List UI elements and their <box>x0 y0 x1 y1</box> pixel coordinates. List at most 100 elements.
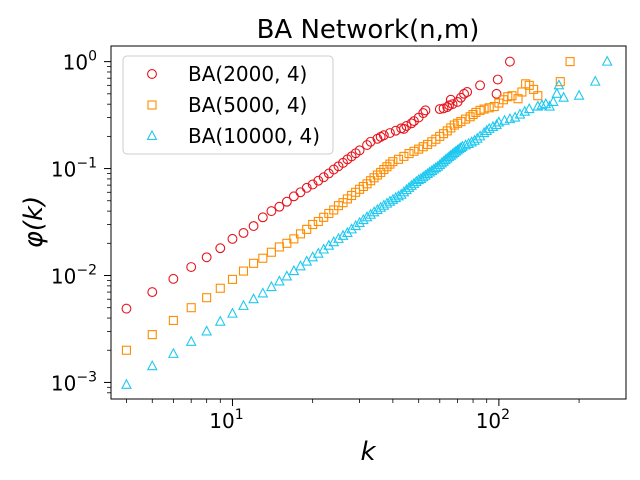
data-point <box>288 191 299 202</box>
data-point <box>266 206 277 217</box>
data-point <box>333 232 344 243</box>
data-point <box>121 303 132 314</box>
data-point <box>565 57 575 67</box>
data-point <box>523 102 535 114</box>
data-point <box>491 118 502 130</box>
legend-item: BA(10000, 4) <box>146 124 320 148</box>
data-point <box>536 99 548 110</box>
data-point <box>215 283 225 293</box>
data-point <box>547 95 559 106</box>
data-point <box>378 130 389 141</box>
data-point <box>201 252 212 263</box>
data-point <box>483 122 495 133</box>
data-point <box>406 118 417 129</box>
data-point <box>186 303 196 313</box>
data-point <box>323 239 335 250</box>
data-point <box>385 159 395 169</box>
data-point <box>274 242 284 252</box>
legend-label: BA(2000, 4) <box>188 62 307 86</box>
data-point <box>185 335 197 346</box>
data-point <box>432 160 444 171</box>
data-point <box>434 158 446 170</box>
data-point <box>589 75 601 86</box>
data-point <box>452 144 464 155</box>
data-point <box>121 378 132 389</box>
data-point <box>553 79 565 90</box>
data-point <box>398 123 409 134</box>
data-point <box>313 175 324 186</box>
data-point <box>519 105 531 116</box>
data-point <box>227 307 238 318</box>
data-point <box>307 251 319 262</box>
data-point <box>168 315 178 325</box>
data-point <box>474 130 486 141</box>
legend-item: BA(2000, 4) <box>147 62 307 86</box>
data-point <box>393 154 404 164</box>
data-point <box>350 219 362 231</box>
data-point <box>365 136 376 147</box>
data-point <box>265 280 277 292</box>
data-point <box>328 235 340 247</box>
data-point <box>248 293 259 304</box>
legend-box <box>122 55 334 155</box>
data-point <box>337 229 349 240</box>
data-point <box>420 105 431 116</box>
data-point <box>227 233 238 244</box>
x-tick-label: 101 <box>209 407 243 433</box>
data-point <box>273 275 285 286</box>
data-point <box>558 91 570 102</box>
data-point <box>418 108 429 119</box>
data-point <box>227 274 238 284</box>
data-point <box>573 89 585 100</box>
data-point <box>555 77 565 87</box>
y-tick-label: 10−1 <box>51 156 97 182</box>
legend: BA(2000, 4) BA(5000, 4) BA(10000, 4) <box>122 55 334 155</box>
y-tick-label: 10−2 <box>51 262 97 288</box>
data-point <box>404 149 414 159</box>
data-point <box>484 103 494 113</box>
data-point <box>462 87 473 97</box>
data-point <box>455 141 467 152</box>
data-point <box>445 94 456 105</box>
legend-marker <box>147 100 157 110</box>
data-point <box>532 100 544 111</box>
data-point <box>376 167 386 177</box>
data-point <box>456 117 466 127</box>
data-point <box>434 104 445 115</box>
data-point <box>186 262 197 272</box>
data-point <box>201 325 213 336</box>
data-point <box>399 151 409 161</box>
chart-title: BA Network(n,m) <box>257 15 480 45</box>
data-point <box>289 234 299 244</box>
data-point <box>382 162 392 172</box>
data-point <box>308 219 318 230</box>
data-point <box>390 125 401 136</box>
data-point <box>257 212 268 223</box>
data-point <box>215 243 226 254</box>
data-point <box>288 264 300 276</box>
legend-label: BA(5000, 4) <box>188 93 307 117</box>
data-point <box>415 172 427 183</box>
data-point <box>430 161 442 173</box>
plot-area <box>121 55 613 389</box>
x-tick-label: 102 <box>476 407 510 433</box>
data-point <box>258 253 268 263</box>
legend-marker <box>146 129 158 141</box>
data-point <box>459 88 469 99</box>
data-point <box>274 201 285 212</box>
data-point <box>281 270 293 281</box>
data-point <box>318 172 329 183</box>
data-point <box>384 128 395 138</box>
data-point <box>491 88 502 99</box>
data-point <box>409 146 419 156</box>
data-point <box>214 315 226 326</box>
series-2 <box>121 57 575 355</box>
x-axis-label: k <box>360 437 376 467</box>
data-point <box>447 99 458 110</box>
data-point <box>238 266 249 276</box>
data-point <box>514 108 526 119</box>
data-point <box>479 104 489 114</box>
data-point <box>238 227 249 238</box>
data-point <box>466 136 478 147</box>
